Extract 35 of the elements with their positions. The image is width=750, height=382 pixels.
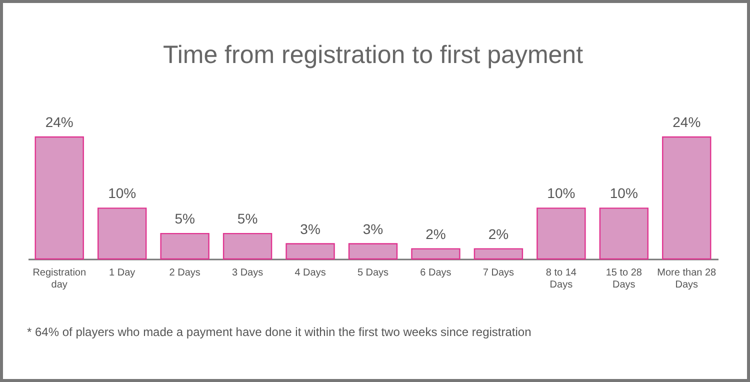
x-tick-label: 15 to 28 Days [606, 268, 642, 290]
data-label: 10% [547, 185, 576, 202]
bar [599, 208, 649, 260]
x-tick-label: 1 Day [109, 268, 136, 278]
data-label: 3% [300, 220, 320, 237]
data-label: 24% [45, 114, 74, 130]
data-label: 2% [488, 226, 509, 242]
x-tick-label: 8 to 14 Days [546, 268, 577, 290]
x-tick-label: 7 Days [482, 268, 514, 278]
bar [222, 232, 272, 260]
data-label: 5% [174, 210, 195, 227]
x-tick-label: 3 Days [232, 268, 264, 278]
bar [286, 243, 335, 260]
bar [474, 248, 524, 260]
data-label: 24% [672, 114, 701, 130]
x-tick-label: 6 Days [420, 268, 452, 278]
data-label: 10% [108, 185, 136, 202]
bar [662, 136, 712, 260]
chart-title: Time from registration to first payment [162, 41, 584, 69]
x-tick-label: 5 Days [357, 268, 389, 278]
text: * 64% of players who made a payment have done it within the first two weeks since registration [27, 325, 532, 339]
bar [348, 243, 398, 260]
data-label: 10% [610, 185, 638, 202]
bar [536, 208, 586, 260]
data-label: 2% [426, 226, 446, 242]
x-tick-label: More than 28 Days [657, 268, 717, 290]
x-tick-label: Registration day [32, 268, 86, 290]
data-label: 3% [362, 220, 384, 237]
data-label: 5% [237, 210, 258, 227]
bar [34, 136, 84, 260]
bar [411, 248, 460, 260]
x-tick-label: 4 Days [294, 268, 326, 278]
x-tick-label: 2 Days [169, 268, 200, 278]
bar [160, 232, 210, 260]
bar [97, 208, 147, 260]
